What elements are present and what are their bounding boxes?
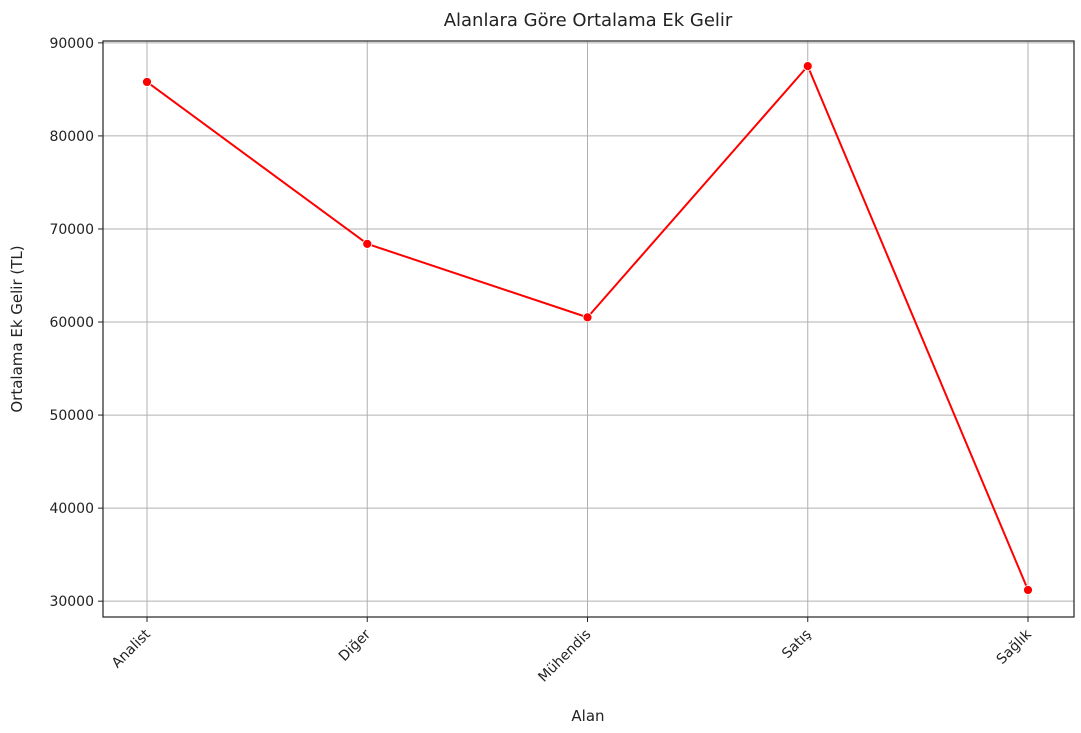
data-point: [582, 312, 593, 323]
y-tick-label: 40000: [49, 501, 94, 517]
y-tick-label: 50000: [49, 408, 94, 424]
x-tick-label: Sağlık: [994, 626, 1036, 668]
grid: [103, 41, 1074, 617]
x-tick-label: Mühendis: [535, 627, 594, 686]
chart-title: Alanlara Göre Ortalama Ek Gelir: [444, 10, 733, 31]
x-tick-label: Satış: [779, 627, 814, 662]
y-tick-label: 30000: [49, 594, 94, 610]
series-layer: [142, 61, 1033, 595]
y-axis-label: Ortalama Ek Gelir (TL): [8, 245, 26, 412]
data-point: [802, 61, 813, 72]
plot-frame: [102, 40, 1075, 618]
y-tick-label: 90000: [49, 36, 94, 52]
y-tick-label: 60000: [49, 315, 94, 331]
y-tick-label: 70000: [49, 222, 94, 238]
data-point: [142, 77, 152, 87]
data-point: [1023, 585, 1033, 595]
x-tick-label: Diğer: [336, 626, 374, 664]
axis-ticks: 30000 40000 50000 60000 70000 80000 90000 Anali…: [49, 36, 1035, 686]
x-tick-label: Analist: [109, 626, 154, 671]
y-tick-label: 80000: [49, 129, 94, 145]
x-axis-label: Alan: [571, 707, 604, 725]
data-point: [362, 238, 373, 249]
